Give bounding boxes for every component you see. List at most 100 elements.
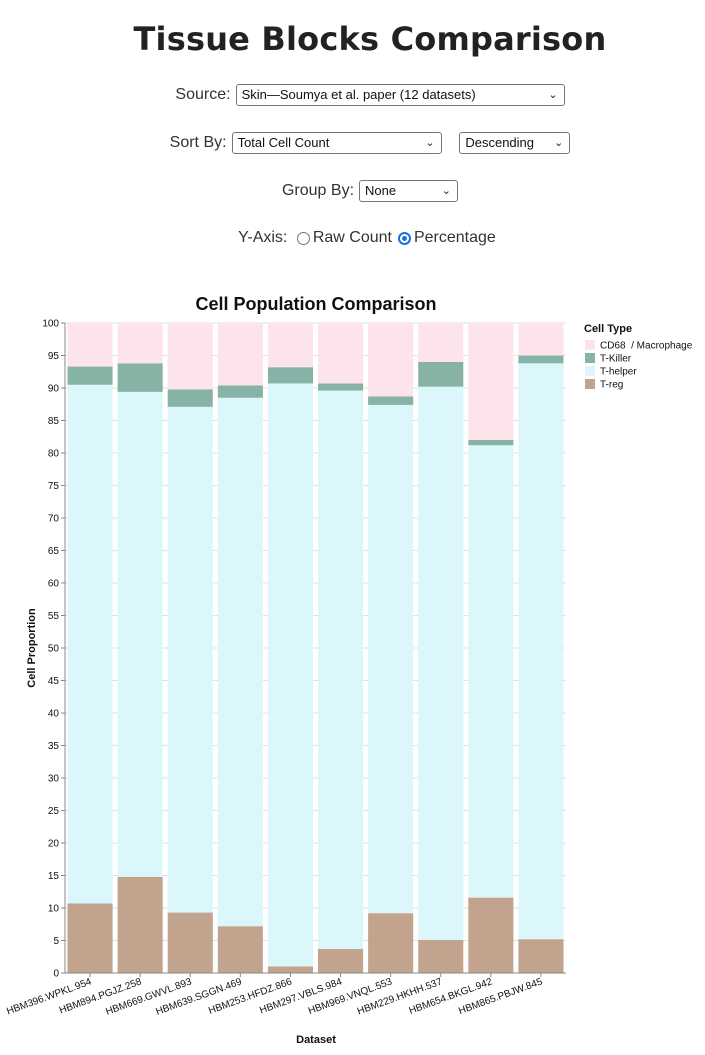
bars (67, 323, 564, 974)
bar-segment-t-helper[interactable] (167, 406, 213, 913)
y-tick-label: 70 (48, 514, 60, 525)
y-tick-label: 5 (53, 936, 59, 947)
bar-segment-t-reg[interactable] (368, 913, 414, 973)
x-tick-label: HBM654.BKGL.942 (408, 976, 495, 1017)
y-tick-label: 95 (48, 351, 60, 362)
bar-segment-cd68-macrophage[interactable] (368, 323, 414, 397)
y-tick-label: 85 (48, 416, 60, 427)
chevron-down-icon: ⌄ (425, 137, 435, 149)
y-tick-label: 35 (48, 741, 60, 752)
chevron-down-icon: ⌄ (548, 89, 558, 101)
x-tick-label: HBM969.VNQL.553 (307, 976, 394, 1017)
source-label: Source: (175, 86, 231, 103)
order-select-value: Descending (465, 135, 534, 150)
bar-segment-cd68-macrophage[interactable] (167, 323, 213, 390)
bar-segment-cd68-macrophage[interactable] (217, 323, 263, 386)
bar-segment-t-killer[interactable] (468, 440, 514, 446)
y-axis-ticks: 0 5 10 15 20 25 30 35 40 45 50 55 60 65 70 75 80 85 90 95 10… (42, 319, 65, 980)
groupby-label: Group By: (281, 182, 355, 199)
source-select-value: Skin—Soumya et al. paper (12 datasets) (241, 87, 476, 102)
bar-segment-t-killer[interactable] (267, 367, 313, 384)
bar-segment-t-killer[interactable] (167, 389, 213, 407)
sort-row: Sort By: Total Cell Count ⌄ Descending ⌄ (0, 132, 705, 154)
bar-segment-t-reg[interactable] (167, 912, 213, 973)
x-axis-ticks: HBM396.WPKL.954HBM894.PGJZ.258HBM669.GWV… (5, 973, 544, 1018)
sortby-select-value: Total Cell Count (237, 135, 330, 150)
x-tick-label: HBM229.HKHH.537 (356, 976, 444, 1017)
groupby-select[interactable]: None ⌄ (359, 180, 459, 202)
bar-segment-t-reg[interactable] (468, 897, 514, 973)
legend-item-label: T-helper (600, 367, 637, 378)
bar-segment-t-killer[interactable] (318, 383, 364, 391)
bar-segment-cd68-macrophage[interactable] (518, 323, 564, 356)
bar-segment-t-helper[interactable] (267, 383, 313, 967)
legend-swatch (585, 340, 595, 350)
y-tick-label: 100 (42, 319, 59, 330)
legend-title: Cell Type (584, 323, 632, 335)
bar-segment-t-helper[interactable] (368, 404, 414, 914)
y-axis-title: Cell Proportion (26, 608, 38, 688)
bar-segment-t-killer[interactable] (117, 363, 163, 392)
bar-segment-t-helper[interactable] (217, 397, 263, 927)
radio-percentage[interactable] (397, 231, 411, 245)
bar-segment-t-killer[interactable] (518, 355, 564, 364)
y-tick-label: 80 (48, 449, 60, 460)
yaxis-row: Y-Axis: Raw Count Percentage (0, 229, 705, 247)
bar-segment-t-helper[interactable] (418, 386, 464, 940)
bar-segment-t-helper[interactable] (318, 390, 364, 949)
bar-segment-cd68-macrophage[interactable] (67, 323, 113, 367)
y-tick-label: 25 (48, 806, 60, 817)
sortby-select[interactable]: Total Cell Count ⌄ (231, 132, 442, 154)
y-tick-label: 50 (48, 644, 60, 655)
bar-segment-cd68-macrophage[interactable] (117, 323, 163, 364)
x-tick-label: HBM396.WPKL.954 (5, 976, 93, 1017)
radio-raw-count[interactable] (296, 231, 310, 245)
bar-segment-t-reg[interactable] (217, 926, 263, 973)
bar-segment-t-reg[interactable] (418, 939, 464, 973)
y-tick-label: 15 (48, 871, 60, 882)
legend-item-label: T-Killer (600, 354, 632, 365)
y-tick-label: 10 (48, 904, 60, 915)
x-tick-label: HBM865.PBJW.845 (457, 976, 544, 1017)
y-tick-label: 60 (48, 579, 60, 590)
source-row: Source: Skin—Soumya et al. paper (12 data… (0, 84, 705, 106)
sortby-label: Sort By: (169, 134, 227, 151)
legend-swatch (585, 379, 595, 389)
x-axis-title: Dataset (296, 1034, 336, 1046)
bar-segment-cd68-macrophage[interactable] (318, 323, 364, 384)
bar-segment-t-reg[interactable] (117, 876, 163, 973)
bar-segment-t-helper[interactable] (67, 384, 113, 904)
radio-raw-count-label: Raw Count (312, 229, 392, 246)
page-title: Tissue Blocks Comparison (133, 20, 607, 58)
bar-segment-cd68-macrophage[interactable] (267, 323, 313, 368)
bar-segment-cd68-macrophage[interactable] (418, 323, 464, 362)
y-tick-label: 90 (48, 384, 60, 395)
y-tick-label: 45 (48, 676, 60, 687)
bar-segment-t-killer[interactable] (67, 366, 113, 385)
y-tick-label: 75 (48, 481, 60, 492)
bar-segment-t-helper[interactable] (117, 391, 163, 877)
legend-item-label: T-reg (600, 380, 623, 391)
bar-segment-t-reg[interactable] (267, 966, 313, 974)
yaxis-option-percentage[interactable]: Percentage (397, 229, 502, 246)
bar-segment-t-killer[interactable] (217, 385, 263, 398)
bar-segment-t-reg[interactable] (318, 948, 364, 973)
bar-segment-t-reg[interactable] (67, 903, 113, 973)
yaxis-option-raw-count[interactable]: Raw Count (296, 229, 398, 246)
order-select[interactable]: Descending ⌄ (459, 132, 571, 154)
bar-segment-t-helper[interactable] (518, 363, 564, 940)
groupby-row: Group By: None ⌄ (0, 180, 705, 202)
radio-percentage-label: Percentage (413, 229, 496, 246)
bar-segment-t-killer[interactable] (418, 362, 464, 387)
legend-item-label: CD68 / Macrophage (600, 341, 693, 352)
x-tick-label: HBM253.HFDZ.866 (207, 976, 294, 1017)
bar-segment-t-helper[interactable] (468, 445, 514, 898)
y-tick-label: 30 (48, 774, 60, 785)
bar-segment-t-reg[interactable] (518, 939, 564, 973)
y-tick-label: 65 (48, 546, 60, 557)
chevron-down-icon: ⌄ (441, 185, 452, 197)
bar-segment-cd68-macrophage[interactable] (468, 323, 514, 440)
bar-segment-t-killer[interactable] (368, 396, 414, 405)
source-select[interactable]: Skin—Soumya et al. paper (12 datasets) ⌄ (235, 84, 565, 106)
